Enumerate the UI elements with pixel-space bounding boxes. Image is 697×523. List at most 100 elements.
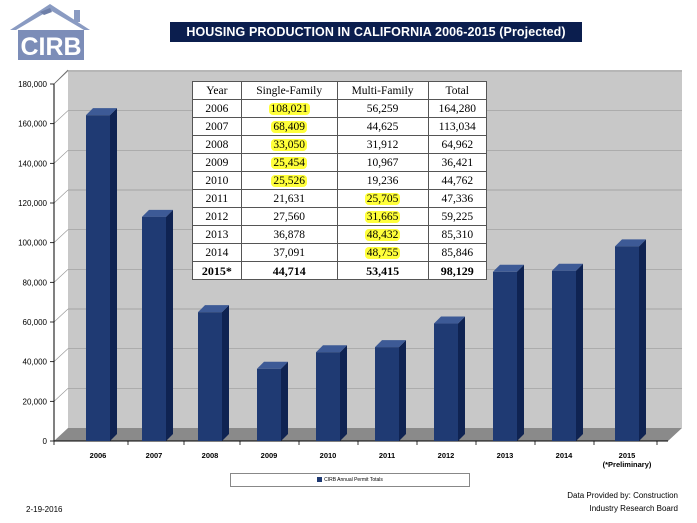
table-cell-value: 44,625 bbox=[366, 120, 399, 133]
bar-side bbox=[639, 239, 646, 441]
table-row: 2014 37,091 48,755 85,846 bbox=[192, 243, 488, 262]
gridline-depth bbox=[53, 150, 69, 164]
bar-side bbox=[222, 305, 229, 441]
table-cell-value: 33,050 bbox=[271, 138, 307, 151]
x-tick-label: 2014 bbox=[556, 451, 574, 460]
table-cell-value: 25,705 bbox=[364, 192, 401, 205]
bar-2011 bbox=[375, 340, 406, 441]
table-cell: 44,625 bbox=[336, 117, 429, 136]
y-tick-label: 120,000 bbox=[18, 199, 47, 208]
bar-front bbox=[257, 368, 281, 441]
y-tick-label: 80,000 bbox=[23, 278, 48, 287]
y-tick-label: 180,000 bbox=[18, 80, 47, 89]
table-cell: 25,526 bbox=[240, 171, 338, 190]
table-cell-value: 27,560 bbox=[273, 210, 305, 223]
house-chimney-icon bbox=[74, 10, 80, 22]
logo-text: CIRB bbox=[20, 33, 81, 61]
table-cell-value: 48,755 bbox=[364, 246, 401, 259]
x-tick-label: 2010 bbox=[320, 451, 337, 460]
table-cell-value: 10,967 bbox=[366, 156, 399, 169]
table-cell: 59,225 bbox=[427, 207, 488, 226]
x-tick-label: 2006 bbox=[90, 451, 107, 460]
table-cell-value: 47,336 bbox=[441, 192, 474, 205]
table-cell: 2009 bbox=[192, 153, 242, 172]
bar-top bbox=[257, 361, 288, 369]
y-tick-label: 100,000 bbox=[18, 239, 47, 248]
cirb-logo: CIRB bbox=[10, 4, 90, 61]
bar-front bbox=[316, 352, 340, 441]
table-cell-value: 44,762 bbox=[441, 174, 474, 187]
bar-2010 bbox=[316, 345, 347, 441]
table-cell: 113,034 bbox=[427, 117, 488, 136]
x-tick-label: 2009 bbox=[261, 451, 278, 460]
table-cell: 85,846 bbox=[427, 243, 488, 262]
table-cell: 36,421 bbox=[427, 153, 488, 172]
table-cell-value: 53,415 bbox=[366, 263, 400, 278]
y-tick-label: 40,000 bbox=[23, 358, 48, 367]
table-cell-value: 2012 bbox=[205, 210, 229, 223]
table-cell-value: 2007 bbox=[205, 120, 229, 133]
table-row: 2010 25,526 19,236 44,762 bbox=[192, 171, 488, 190]
y-tick-label: 60,000 bbox=[23, 318, 48, 327]
table-cell: 48,755 bbox=[336, 243, 429, 262]
table-cell-value: 85,846 bbox=[441, 246, 474, 259]
table-cell: 2013 bbox=[192, 225, 242, 244]
table-cell-value: 2010 bbox=[205, 174, 229, 187]
gridline-depth bbox=[53, 348, 69, 362]
table-cell-value: 19,236 bbox=[366, 174, 399, 187]
table-cell-value: 44,714 bbox=[272, 263, 306, 278]
table-cell: 2014 bbox=[192, 243, 242, 262]
x-tick-label: 2007 bbox=[146, 451, 163, 460]
bar-side bbox=[517, 264, 524, 441]
x-tick-label: 2011 bbox=[379, 451, 395, 460]
table-cell-value: 164,280 bbox=[438, 102, 476, 115]
bar-side bbox=[166, 209, 173, 441]
bar-2012 bbox=[434, 316, 465, 441]
table-cell: 44,714 bbox=[240, 261, 338, 280]
bar-front bbox=[493, 271, 517, 441]
bar-front bbox=[552, 270, 576, 441]
table-cell-value: 2006 bbox=[205, 102, 229, 115]
table-row: 2009 25,454 10,967 36,421 bbox=[192, 153, 488, 172]
bar-top bbox=[552, 263, 583, 271]
table-cell: 2008 bbox=[192, 135, 242, 154]
table-row: 2006 108,021 56,259 164,280 bbox=[192, 99, 488, 118]
table-cell: 36,878 bbox=[240, 225, 338, 244]
table-body: 2006 108,021 56,259 164,280 2007 68,409 44,625… bbox=[192, 99, 488, 280]
bar-top bbox=[615, 239, 646, 247]
table-cell-value: 98,129 bbox=[440, 263, 474, 278]
table-cell-value: 2013 bbox=[205, 228, 229, 241]
table-cell-value: 68,409 bbox=[271, 120, 307, 133]
table-cell: 2010 bbox=[192, 171, 242, 190]
table-cell-value: 2008 bbox=[205, 138, 229, 151]
table-cell-value: 31,912 bbox=[366, 138, 399, 151]
bar-top bbox=[198, 305, 229, 313]
table-cell-value: 21,631 bbox=[273, 192, 305, 205]
table-cell-value: 59,225 bbox=[441, 210, 474, 223]
table-row: 2011 21,631 25,705 47,336 bbox=[192, 189, 488, 208]
table-cell-value: 108,021 bbox=[268, 102, 310, 115]
x-tick-label: 2012 bbox=[438, 451, 455, 460]
table-cell: 31,665 bbox=[336, 207, 429, 226]
y-tick-label: 20,000 bbox=[23, 397, 48, 406]
footer-date: 2-19-2016 bbox=[26, 505, 63, 514]
y-axis-depth bbox=[53, 69, 69, 85]
bar-front bbox=[198, 312, 222, 441]
bar-front bbox=[142, 216, 166, 441]
table-header-row: Year Single-Family Multi-Family Total bbox=[192, 81, 488, 100]
bar-2009 bbox=[257, 361, 288, 441]
table-cell-value: 36,878 bbox=[273, 228, 305, 241]
bar-top bbox=[142, 209, 173, 217]
gridline-depth bbox=[53, 110, 69, 124]
table-cell-value: 64,962 bbox=[441, 138, 474, 151]
table-row: 2008 33,050 31,912 64,962 bbox=[192, 135, 488, 154]
housing-data-table: Year Single-Family Multi-Family Total 20… bbox=[192, 81, 488, 280]
y-tick-label: 0 bbox=[43, 437, 48, 446]
bar-side bbox=[340, 345, 347, 441]
chart-legend: CIRB Annual Permit Totals bbox=[230, 473, 470, 487]
table-cell: 64,962 bbox=[427, 135, 488, 154]
table-cell: 47,336 bbox=[427, 189, 488, 208]
bar-2014 bbox=[552, 263, 583, 441]
gridline-depth bbox=[53, 269, 69, 283]
bar-top bbox=[375, 340, 406, 348]
